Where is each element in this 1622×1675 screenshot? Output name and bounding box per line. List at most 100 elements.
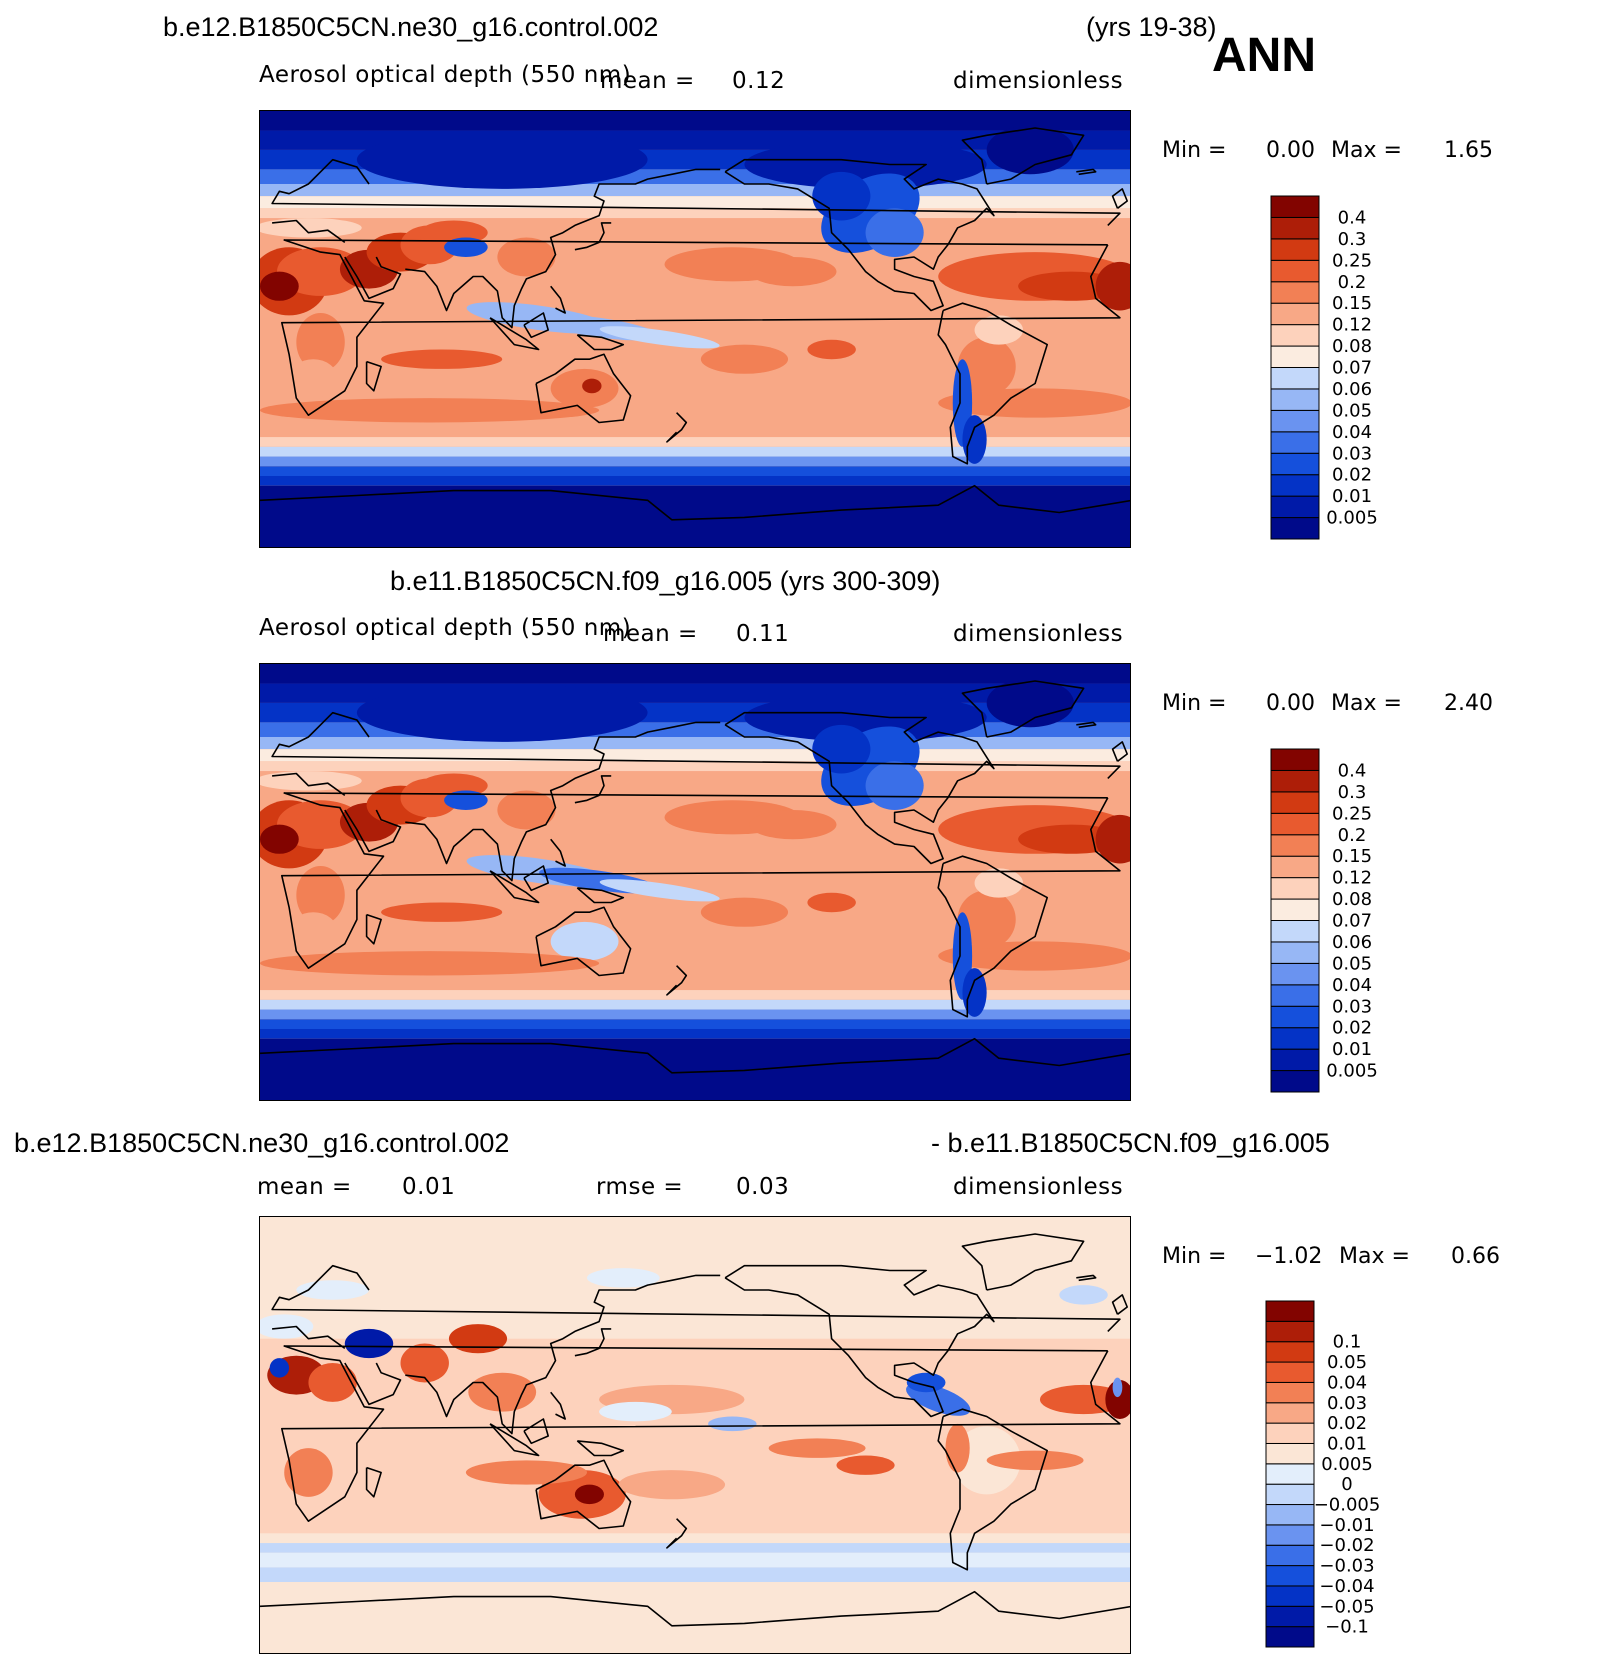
panel1-map-svg: [260, 111, 1130, 547]
panel2-max-value: 2.40: [1444, 691, 1493, 716]
colorbar-level-label: 0.02: [1332, 1018, 1372, 1039]
colorbar-swatch: [1265, 1504, 1315, 1526]
colorbar-level-label: 0.08: [1332, 336, 1372, 357]
colorbar-level-label: 0.02: [1332, 465, 1372, 486]
colorbar-swatch: [1270, 941, 1320, 964]
colorbar-level-label: −0.1: [1325, 1617, 1369, 1638]
colorbar-swatch: [1270, 962, 1320, 986]
colorbar-swatch: [1265, 1605, 1315, 1628]
colorbar-level-label: 0.25: [1332, 803, 1372, 824]
colorbar-swatch: [1270, 1027, 1320, 1050]
colorbar-level-label: 0.05: [1332, 953, 1372, 974]
panel3-colorbar: −0.1 −0.05 −0.04 −0.03 −0.02 −0.01 −0.005 0 0.00…: [1265, 1300, 1425, 1648]
colorbar-swatch: [1265, 1422, 1315, 1444]
colorbar-level-label: 0.12: [1332, 315, 1372, 336]
colorbar-swatch: [1270, 769, 1320, 793]
colorbar-swatch: [1270, 388, 1320, 411]
panel3-rmse-value: 0.03: [736, 1174, 790, 1200]
colorbar-swatch: [1270, 984, 1320, 1007]
colorbar-level-label: 0.03: [1332, 996, 1372, 1017]
panel3-title-left: b.e12.B1850C5CN.ne30_g16.control.002: [14, 1128, 510, 1158]
panel1-min-value: 0.00: [1266, 138, 1315, 163]
panel1-colorbar: 0.005 0.01 0.02 0.03 0.04 0.05 0.06 0.07 0.08 0.1…: [1270, 195, 1410, 540]
colorbar-level-label: 0.04: [1332, 975, 1372, 996]
colorbar-swatch: [1265, 1565, 1315, 1587]
panel3-min-value: −1.02: [1255, 1244, 1323, 1269]
colorbar-level-label: −0.005: [1314, 1495, 1381, 1516]
panel1-max-label: Max =: [1331, 138, 1402, 163]
colorbar-swatch: [1265, 1483, 1315, 1506]
colorbar-swatch: [1270, 1005, 1320, 1029]
panel3-map: [259, 1216, 1131, 1654]
season-label: ANN: [1212, 29, 1316, 82]
colorbar-swatch: [1270, 431, 1320, 454]
colorbar-level-label: 0.12: [1332, 868, 1372, 889]
panel2-map: [259, 663, 1131, 1101]
colorbar-swatch: [1265, 1300, 1315, 1322]
colorbar-level-label: 0.3: [1338, 782, 1367, 803]
colorbar-swatch: [1270, 238, 1320, 261]
colorbar-swatch: [1270, 409, 1320, 433]
colorbar-swatch: [1270, 1070, 1320, 1093]
colorbar-swatch: [1270, 474, 1320, 497]
colorbar-swatch: [1270, 345, 1320, 368]
panel3-units: dimensionless: [953, 1174, 1124, 1200]
panel3-map-svg: [260, 1217, 1130, 1653]
colorbar-swatch: [1270, 324, 1320, 347]
colorbar-swatch: [1265, 1524, 1315, 1546]
colorbar-level-label: 0.3: [1338, 229, 1367, 250]
colorbar-level-label: 0.005: [1326, 508, 1378, 529]
colorbar-level-label: 0.05: [1327, 1352, 1367, 1373]
panel2-units: dimensionless: [953, 621, 1124, 647]
panel3-max-label: Max =: [1339, 1244, 1410, 1269]
colorbar-level-label: −0.05: [1319, 1596, 1374, 1617]
colorbar-level-label: 0.07: [1332, 911, 1372, 932]
colorbar-swatch: [1270, 259, 1320, 283]
colorbar-swatch: [1265, 1402, 1315, 1424]
colorbar-swatch: [1265, 1361, 1315, 1383]
colorbar-level-label: 0: [1341, 1474, 1352, 1495]
colorbar-level-label: 0.4: [1338, 760, 1367, 781]
colorbar-swatch: [1270, 216, 1320, 240]
colorbar-level-label: 0.01: [1332, 486, 1372, 507]
colorbar-swatch: [1265, 1381, 1315, 1404]
panel2-min-value: 0.00: [1266, 691, 1315, 716]
colorbar-level-label: 0.4: [1338, 207, 1367, 228]
colorbar-swatch: [1265, 1442, 1315, 1465]
panel3-max-value: 0.66: [1451, 1244, 1500, 1269]
colorbar-level-label: 0.005: [1321, 1454, 1373, 1475]
panel3-colorbar-svg: −0.1−0.05−0.04−0.03−0.02−0.01−0.00500.00…: [1265, 1300, 1381, 1648]
panel3-min-label: Min =: [1162, 1244, 1227, 1269]
colorbar-level-label: 0.25: [1332, 250, 1372, 271]
colorbar-swatch: [1270, 920, 1320, 943]
colorbar-level-label: 0.06: [1332, 379, 1372, 400]
panel2-min-label: Min =: [1162, 691, 1227, 716]
colorbar-level-label: 0.15: [1332, 293, 1372, 314]
panel2-mean-value: 0.11: [736, 621, 790, 647]
colorbar-level-label: 0.08: [1332, 889, 1372, 910]
colorbar-level-label: 0.02: [1327, 1413, 1367, 1434]
colorbar-swatch: [1265, 1341, 1315, 1363]
colorbar-swatch: [1270, 495, 1320, 519]
case-title: b.e12.B1850C5CN.ne30_g16.control.002: [163, 12, 659, 42]
colorbar-swatch: [1270, 812, 1320, 836]
colorbar-swatch: [1270, 302, 1320, 326]
colorbar-level-label: 0.05: [1332, 400, 1372, 421]
colorbar-level-label: 0.03: [1332, 443, 1372, 464]
colorbar-swatch: [1270, 367, 1320, 390]
panel2-map-svg: [260, 664, 1130, 1100]
colorbar-level-label: −0.01: [1319, 1515, 1374, 1536]
colorbar-swatch: [1270, 281, 1320, 304]
colorbar-swatch: [1265, 1585, 1315, 1607]
colorbar-swatch: [1270, 791, 1320, 814]
case-years: (yrs 19-38): [1086, 12, 1217, 42]
colorbar-swatch: [1265, 1463, 1315, 1485]
colorbar-level-label: 0.04: [1327, 1372, 1367, 1393]
colorbar-swatch: [1270, 1048, 1320, 1072]
colorbar-level-label: 0.15: [1332, 846, 1372, 867]
colorbar-level-label: −0.04: [1319, 1576, 1374, 1597]
panel1-units: dimensionless: [953, 68, 1124, 94]
panel1-colorbar-svg: 0.0050.010.020.030.040.050.060.070.080.1…: [1270, 195, 1378, 540]
colorbar-level-label: 0.1: [1333, 1332, 1362, 1353]
colorbar-swatch: [1270, 834, 1320, 857]
